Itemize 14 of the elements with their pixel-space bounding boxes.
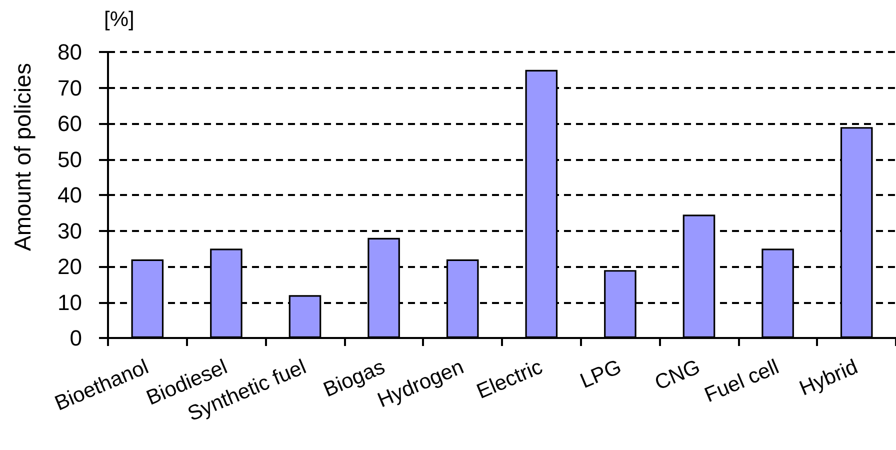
y-tick-label: 70 — [58, 75, 82, 100]
y-tick-label: 0 — [70, 326, 82, 350]
text: [%] — [104, 8, 134, 31]
y-tick-label: 30 — [58, 218, 82, 244]
y-tick-label: 50 — [58, 146, 82, 172]
x-tick-label: Fuel cell — [701, 355, 782, 408]
y-tick-label: 60 — [58, 111, 82, 136]
y-tick-label: 20 — [58, 254, 82, 279]
y-axis-title: Amount of policies — [10, 63, 36, 251]
y-tick-label: 10 — [58, 290, 82, 315]
y-tick-label: 40 — [58, 182, 82, 208]
x-tick-label: CNG — [652, 355, 704, 395]
y-tick-label: 80 — [58, 40, 82, 64]
x-tick-label: LPG — [577, 355, 625, 394]
